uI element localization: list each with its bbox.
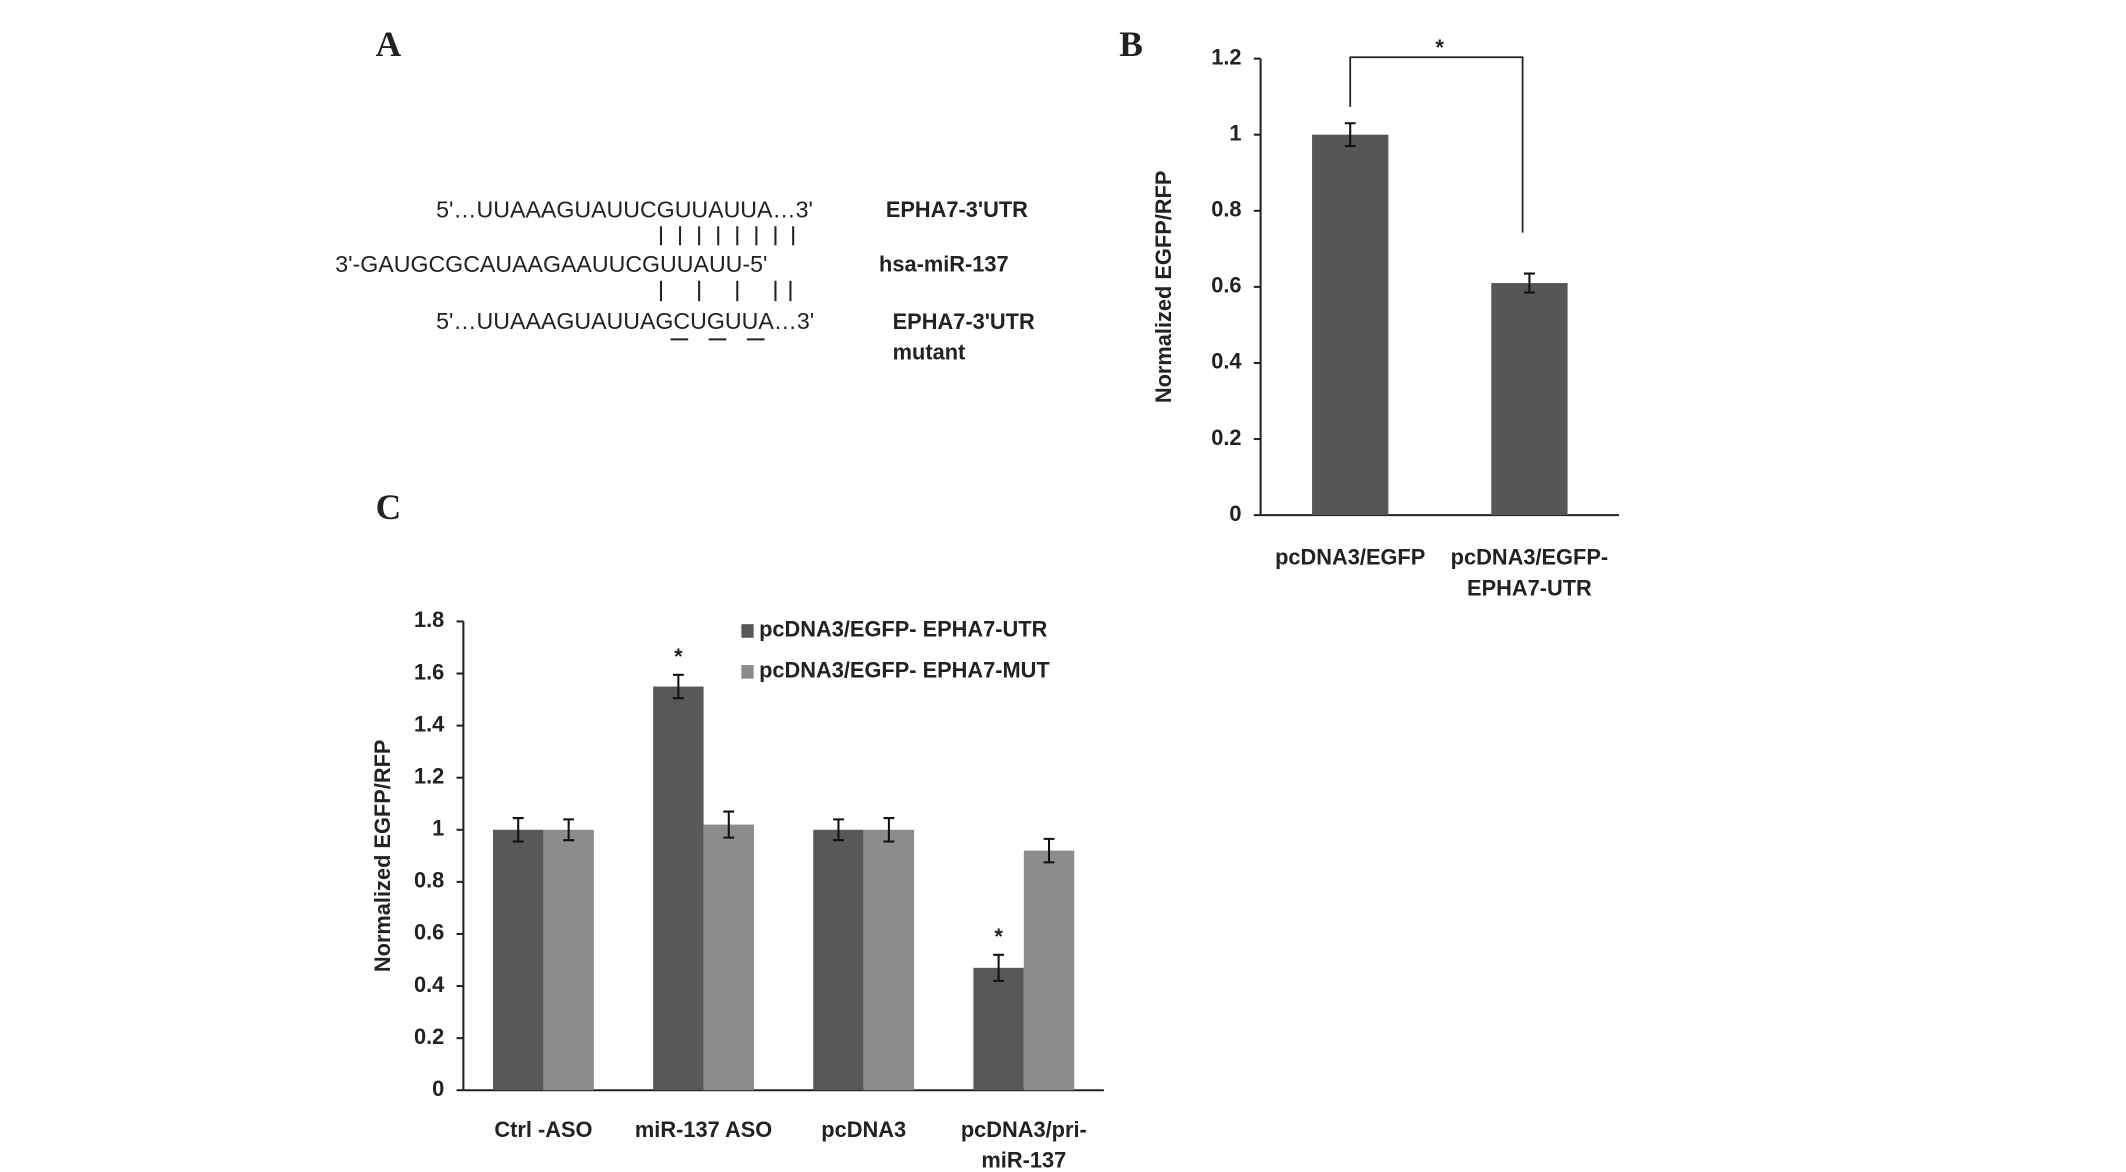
y-tick-label: 1.4 [414, 711, 444, 736]
y-axis-label: Normalized EGFP/RFP [370, 740, 395, 973]
legend-label: pcDNA3/EGFP- EPHA7-UTR [759, 617, 1047, 642]
sequence: 3'-GAUGCGCAUAAGAAUUCGUUAUU-5' [335, 251, 767, 277]
error-bar [1523, 272, 1535, 294]
y-tick-label: 0.4 [1211, 349, 1241, 374]
y-tick-label: 0 [432, 1076, 444, 1101]
error-bar [563, 818, 575, 842]
legend-swatch [741, 665, 754, 679]
x-tick-label: pcDNA3 [821, 1117, 906, 1142]
bar [703, 824, 754, 1091]
sequence-label: EPHA7-3'UTR mutant [893, 309, 1035, 365]
y-tick-label: 1 [432, 816, 444, 841]
y-tick-label: 1.6 [414, 659, 444, 684]
y-tick-label: 0.4 [414, 972, 444, 997]
legend-label: pcDNA3/EGFP- EPHA7-MUT [759, 658, 1050, 683]
bar [543, 829, 594, 1091]
error-bar [672, 673, 684, 700]
error-bar [883, 817, 895, 843]
base-pairing [659, 226, 795, 341]
sequence-label: EPHA7-3'UTR [886, 197, 1028, 222]
legend-swatch [741, 624, 754, 638]
bar [973, 967, 1024, 1091]
bar [1312, 134, 1389, 516]
y-axis-label: Normalized EGFP/RFP [1151, 171, 1176, 404]
x-tick-label: pcDNA3/EGFP-EPHA7-UTR [1451, 545, 1608, 601]
y-tick-label: 0.6 [1211, 273, 1241, 298]
y-tick-label: 1.8 [414, 607, 444, 632]
x-tick-label: pcDNA3/EGFP [1275, 545, 1425, 570]
y-tick-label: 0.2 [414, 1024, 444, 1049]
y-tick-label: 1 [1229, 120, 1241, 145]
panel-label: C [376, 487, 402, 527]
panel-label: B [1119, 24, 1143, 64]
error-bar [1043, 837, 1055, 864]
significance-bracket [1349, 56, 1524, 233]
error-bar [993, 953, 1005, 982]
bar [863, 829, 915, 1091]
sequence: 5'…UUAAAGUAUUAGCUGUUA…3' [436, 308, 814, 334]
x-tick-label: miR-137 ASO [635, 1117, 772, 1142]
error-bar [723, 810, 735, 839]
significance-marker: * [1436, 35, 1445, 60]
panel-label: A [376, 24, 402, 64]
error-bar [833, 818, 844, 842]
bar [813, 829, 864, 1091]
x-tick-label: pcDNA3/pri-miR-137 [961, 1117, 1087, 1172]
significance-marker: * [994, 924, 1003, 949]
y-tick-label: 0.6 [414, 920, 444, 945]
bar [653, 686, 704, 1091]
sequence: 5'…UUAAAGUAUUCGUUAUUA…3' [436, 196, 813, 222]
y-tick-label: 0.2 [1211, 425, 1241, 450]
bar [1491, 283, 1568, 516]
x-tick-label: Ctrl -ASO [494, 1117, 592, 1142]
sequence-label: hsa-miR-137 [879, 252, 1009, 277]
error-bar [512, 817, 524, 843]
bar [493, 829, 544, 1091]
y-tick-label: 1.2 [414, 763, 444, 788]
y-tick-label: 1.2 [1211, 44, 1241, 69]
y-tick-label: 0 [1229, 501, 1241, 526]
y-tick-label: 0.8 [1211, 197, 1241, 222]
y-tick-label: 0.8 [414, 868, 444, 893]
error-bar [1344, 122, 1356, 148]
significance-marker: * [674, 644, 683, 669]
bar [1023, 850, 1075, 1091]
